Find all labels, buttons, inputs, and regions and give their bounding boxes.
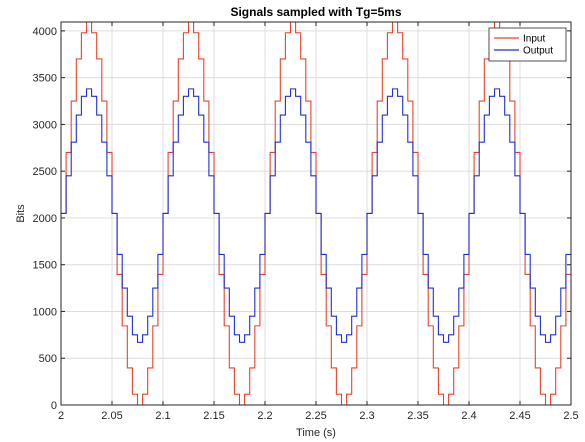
y-tick-label: 1000 (33, 306, 57, 318)
y-axis-label: Bits (15, 204, 27, 223)
y-tick-label: 500 (39, 353, 57, 365)
x-tick-label: 2.4 (461, 410, 476, 422)
x-tick-label: 2.3 (359, 410, 374, 422)
chart-title: Signals sampled with Tg=5ms (230, 5, 401, 19)
x-tick-label: 2.5 (563, 410, 578, 422)
y-tick-label: 2000 (33, 213, 57, 225)
x-tick-label: 2 (58, 410, 64, 422)
x-tick-label: 2.35 (407, 410, 428, 422)
legend-label-input: Input (523, 34, 545, 45)
y-tick-label: 3000 (33, 119, 57, 131)
x-tick-label: 2.1 (155, 410, 170, 422)
x-tick-label: 2.25 (305, 410, 326, 422)
y-tick-label: 4000 (33, 26, 57, 38)
legend-box (488, 27, 567, 62)
series-lines (61, 21, 571, 406)
x-axis-label: Time (s) (296, 427, 336, 439)
y-tick-label: 1500 (33, 260, 57, 272)
y-tick-label: 3500 (33, 73, 57, 85)
x-tick-label: 2.15 (203, 410, 224, 422)
x-tick-label: 2.2 (257, 410, 272, 422)
y-tick-label: 2500 (33, 166, 57, 178)
x-tick-label: 2.05 (101, 410, 122, 422)
series-line-output (61, 88, 571, 343)
y-tick-label: 0 (51, 400, 57, 412)
legend-label-output: Output (523, 46, 553, 57)
x-tick-label: 2.45 (509, 410, 530, 422)
axis-ticks: 2 2.05 2.1 2.15 2.2 2.25 2.3 2.35 2.4 2.45 2.5 0 500… (33, 22, 579, 422)
